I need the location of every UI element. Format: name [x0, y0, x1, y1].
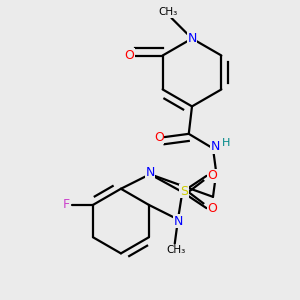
Text: N: N — [187, 32, 197, 45]
Text: F: F — [63, 198, 70, 212]
Text: N: N — [145, 166, 155, 179]
Text: N: N — [174, 214, 183, 228]
Text: N: N — [211, 140, 220, 153]
Text: CH₃: CH₃ — [167, 245, 186, 255]
Text: CH₃: CH₃ — [158, 7, 177, 17]
Text: O: O — [207, 169, 217, 182]
Text: H: H — [222, 138, 230, 148]
Text: O: O — [207, 202, 217, 215]
Text: O: O — [154, 130, 164, 144]
Text: S: S — [180, 184, 188, 197]
Text: O: O — [124, 49, 134, 62]
